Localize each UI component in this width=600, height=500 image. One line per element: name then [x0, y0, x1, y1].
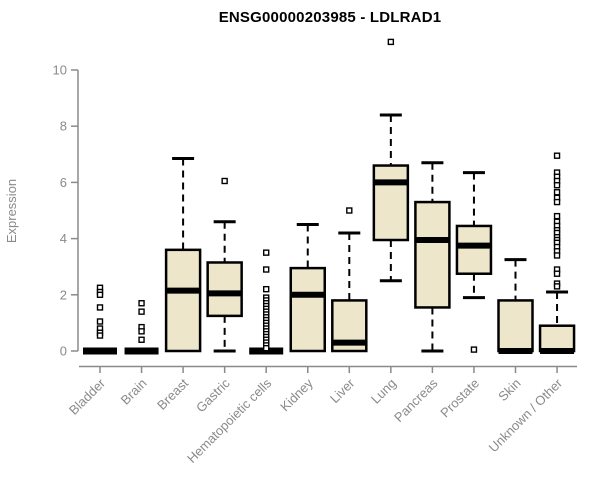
iqr-box: [414, 200, 451, 309]
outlier-point: [553, 212, 561, 220]
boxplot-breast: [164, 157, 202, 353]
y-tick-label: 8: [60, 119, 67, 134]
x-axis-label: Skin: [495, 376, 523, 404]
outlier-point: [263, 285, 270, 293]
y-tick-label: 4: [60, 231, 67, 246]
boxplot-liver: [331, 207, 368, 353]
outlier-point: [263, 344, 270, 352]
iqr-box: [206, 261, 243, 318]
y-tick-label: 0: [60, 344, 67, 359]
chart-title: ENSG00000203985 - LDLRAD1: [218, 9, 442, 26]
outlier-point: [138, 300, 145, 307]
outlier-point: [138, 328, 145, 335]
outlier-point: [96, 318, 104, 325]
x-axis-label: Brain: [118, 376, 150, 408]
boxplot-bladder: [83, 284, 117, 355]
iqr-box: [497, 299, 534, 353]
outlier-point: [553, 152, 561, 159]
y-axis: 0 2 4 6 8 10: [53, 63, 79, 359]
outlier-point: [553, 198, 561, 206]
boxplot-pancreas: [414, 161, 451, 353]
outlier-point: [387, 38, 395, 46]
x-axis-label: Breast: [154, 375, 191, 412]
y-tick-label: 6: [60, 175, 67, 190]
iqr-box: [164, 248, 202, 353]
boxplot-gastric: [206, 177, 243, 353]
outlier-point: [221, 177, 228, 185]
x-axis-label: Liver: [327, 375, 358, 406]
outlier-point: [553, 182, 561, 189]
outlier-point: [96, 291, 104, 298]
outlier-point: [263, 249, 270, 256]
iqr-box: [289, 266, 326, 353]
boxplot-hematopoietic-cells: [249, 249, 284, 355]
iqr-box: [372, 164, 410, 242]
outlier-point: [470, 346, 478, 353]
outlier-point: [553, 270, 561, 277]
y-tick-label: 2: [60, 287, 67, 302]
iqr-box: [455, 224, 493, 275]
y-axis-title: Expression: [4, 179, 19, 243]
iqr-box: [538, 324, 576, 353]
x-axis-label: Lung: [368, 376, 399, 407]
x-axis-label: Pancreas: [391, 375, 441, 425]
outlier-point: [553, 283, 561, 290]
boxplot-skin: [497, 258, 534, 354]
outlier-point: [138, 308, 145, 315]
outlier-point: [96, 332, 104, 339]
y-tick-label: 10: [53, 63, 67, 78]
outlier-point: [346, 207, 353, 214]
boxplot-kidney: [289, 223, 326, 353]
x-axis-label: Kidney: [277, 375, 316, 414]
outlier-point: [96, 304, 104, 311]
boxplot-prostate: [455, 171, 493, 353]
boxplot-lung: [372, 38, 410, 283]
outlier-point: [553, 252, 561, 259]
boxplot-unknown-other: [538, 152, 576, 354]
outlier-point: [263, 266, 270, 273]
x-axis-label: Prostate: [437, 376, 482, 421]
outlier-point: [553, 189, 561, 196]
outlier-point: [138, 336, 145, 343]
boxplot-brain: [124, 300, 159, 355]
x-axis-label: Bladder: [66, 375, 109, 418]
x-axis-label: Gastric: [193, 375, 233, 415]
x-axis-label: Unknown / Other: [486, 375, 566, 455]
